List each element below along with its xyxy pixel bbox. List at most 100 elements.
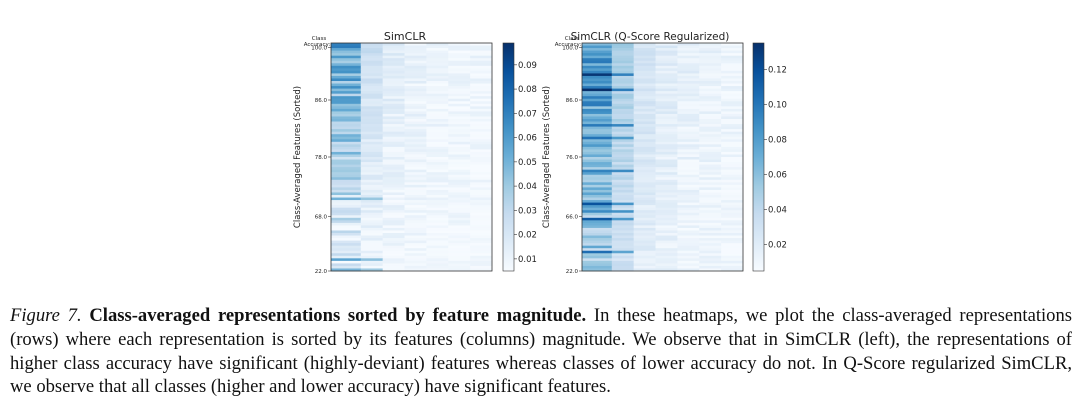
heatmap-cell [426,65,449,69]
heatmap-cell [404,70,427,74]
heatmap-cell [331,141,362,145]
heatmap-cell [470,124,493,127]
colorbar-tick-label: 0.01 [518,255,537,265]
heatmap-cell [426,136,449,140]
heatmap-cell [331,248,362,252]
heatmap-cell [404,73,427,77]
heatmap-cell [655,126,678,130]
heatmap-cell [404,245,427,249]
heatmap-cell [677,253,700,257]
heatmap-cell [470,205,493,209]
heatmap-cell [699,108,722,112]
heatmap-cell [426,243,449,247]
heatmap-cell [699,141,722,145]
heatmap-cell [655,98,678,102]
heatmap-cell [633,217,656,221]
heatmap-cell [633,65,656,69]
heatmap-cell [582,63,613,67]
heatmap-cell [699,131,722,135]
heatmap-cell [448,81,471,84]
heatmap-cell [655,55,678,59]
heatmap-cell [360,260,384,264]
heatmap-cell [360,222,384,226]
heatmap-cell [582,78,613,82]
heatmap-cell [677,243,700,247]
heatmap-cell [611,225,635,229]
heatmap-cell [655,263,678,267]
heatmap-cell [404,48,427,51]
heatmap-cell [426,151,449,155]
heatmap-cell [699,215,722,219]
heatmap-cell [470,177,493,181]
heatmap-cell [633,202,656,206]
heatmap-cell [699,265,722,269]
heatmap-cell [360,55,384,59]
heatmap-cell [655,139,678,143]
heatmap-cell [448,157,471,160]
heatmap-cell [721,43,744,46]
heatmap-cell [721,182,744,186]
heatmap-cell [677,179,700,183]
heatmap-cell [360,227,384,231]
heatmap-cell [426,144,449,148]
heatmap-cell [582,243,613,247]
heatmap-cell [470,240,493,244]
heatmap-cell [470,197,493,201]
heatmap-cell [382,250,405,254]
heatmap-cell [655,68,678,72]
heatmap-cell [699,255,722,259]
heatmap-cell [331,167,362,171]
heatmap-cell [470,154,493,158]
heatmap-cell [404,108,427,112]
heatmap-cell [677,250,700,254]
heatmap-cell [404,129,427,133]
heatmap-cell [677,225,700,229]
heatmap-cell [611,174,635,178]
heatmap-cell [360,248,384,252]
heatmap-cell [677,265,700,269]
heatmap-cell [331,217,362,221]
heatmap-cell [360,207,384,211]
heatmap-cell [404,131,427,135]
heatmap-cell [633,108,656,112]
heatmap-cell [721,164,744,168]
heatmap-cell [721,250,744,254]
heatmap-cell [633,227,656,231]
heatmap-cell [331,83,362,87]
heatmap-cell [404,202,427,206]
heatmap-cell [611,230,635,234]
heatmap-cell [677,230,700,234]
heatmap-cell [426,217,449,221]
heatmap-cell [721,134,744,138]
heatmap-cell [677,260,700,264]
heatmap-cell [611,210,635,214]
heatmap-cell [699,159,722,163]
heatmap-cell [582,73,613,77]
heatmap-cell [699,83,722,87]
heatmap-cell [677,129,700,133]
heatmap-cell [699,227,722,231]
heatmap-cell [426,245,449,249]
heatmap-cell [655,146,678,150]
heatmap-cell [699,182,722,186]
heatmap-cell [382,119,405,122]
heatmap-cell [611,96,635,100]
heatmap-cell [448,258,471,262]
heatmap-cell [382,240,405,244]
heatmap-cell [382,121,405,125]
class-header-right-1: Class [565,36,580,42]
heatmap-cell [721,139,744,143]
heatmap-cell [677,205,700,209]
heatmap-cell [611,86,635,89]
heatmap-cell [426,48,449,51]
heatmap-cell [677,268,700,272]
heatmap-cell [677,81,700,84]
y-tick-label: 66.0 [566,214,579,220]
heatmap-cell [677,162,700,165]
heatmap-cell [611,212,635,216]
colorbar-tick-label: 0.08 [768,135,787,145]
heatmap-cell [582,88,613,92]
heatmap-cell [699,106,722,110]
heatmap-cell [611,101,635,105]
heatmap-cell [426,210,449,214]
